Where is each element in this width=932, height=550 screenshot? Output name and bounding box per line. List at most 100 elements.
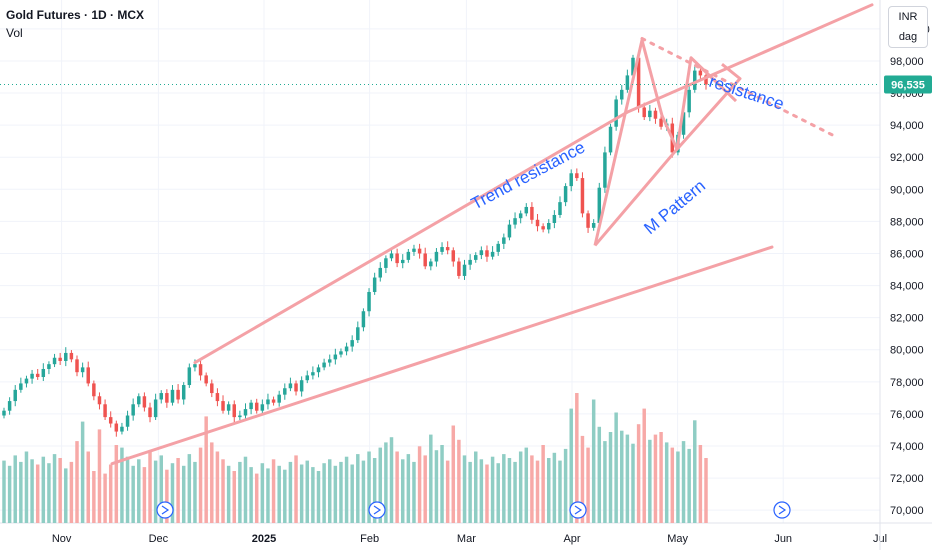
volume-bar [103, 473, 107, 523]
m-pattern-label[interactable]: M Pattern [640, 176, 709, 238]
candle-body [120, 426, 124, 432]
chart-title: Gold Futures · 1D · MCX [6, 8, 144, 22]
event-marker-icon[interactable] [156, 501, 174, 519]
volume-bar [445, 460, 450, 523]
volume-bar [535, 460, 540, 523]
candle-body [356, 327, 360, 341]
volume-bar [30, 459, 34, 523]
volume-bar [120, 447, 124, 523]
y-tick-label: 86,000 [890, 248, 924, 260]
currency-selector[interactable]: INR dag [888, 6, 928, 48]
candle-body [271, 399, 276, 403]
candle-body [52, 357, 57, 365]
volume-bar [563, 448, 568, 523]
volume-bar [271, 459, 276, 523]
volume-bar [249, 467, 253, 523]
volume-bar [636, 424, 641, 523]
volume-bar [434, 450, 439, 523]
volume-bar [681, 441, 686, 523]
volume-bar [254, 473, 259, 523]
candle-body [114, 423, 119, 432]
event-marker-arrow-icon [778, 505, 787, 515]
candle-body [474, 255, 478, 260]
candle-body [75, 359, 79, 373]
candle-body [580, 178, 585, 214]
candle-body [210, 383, 214, 394]
event-marker-icon[interactable] [569, 501, 587, 519]
volume-bar [507, 458, 512, 523]
candle-body [642, 107, 646, 118]
volume-bar [687, 448, 691, 523]
event-marker-arrow-icon [574, 505, 583, 515]
volume-bar [676, 451, 680, 523]
candle-body [176, 389, 180, 400]
volume-bar [7, 465, 12, 523]
volume-bar [462, 455, 467, 523]
candle-body [687, 89, 691, 113]
candle-body [108, 417, 113, 424]
candle-body [299, 380, 304, 392]
volume-bar [524, 447, 529, 523]
volume-bar [24, 451, 29, 523]
y-tick-label: 88,000 [890, 216, 924, 228]
candle-body [58, 357, 62, 361]
candle-body [631, 57, 635, 76]
resistance-label[interactable]: resistance [707, 72, 787, 114]
trend-resistance-line[interactable] [193, 110, 629, 365]
volume-bar [378, 447, 383, 523]
candle-body [603, 152, 607, 188]
candle-body [159, 393, 163, 400]
candle-body [153, 399, 158, 418]
candle-body [591, 222, 596, 228]
volume-bar [187, 454, 192, 523]
volume-bar [80, 421, 85, 523]
volume-bar [226, 465, 231, 523]
volume-bar [513, 461, 517, 523]
m-pattern-lower[interactable] [593, 63, 742, 247]
volume-bar [47, 463, 51, 523]
candle-body [693, 70, 697, 90]
candle-body [479, 250, 484, 256]
volume-bar [198, 447, 203, 523]
lower-trend-line[interactable] [110, 245, 774, 466]
volume-bar [13, 455, 17, 523]
candle-body [198, 364, 203, 376]
event-marker-icon[interactable] [368, 501, 386, 519]
volume-bar [659, 432, 663, 523]
m-pattern-upper[interactable] [593, 38, 738, 246]
volume-bar [210, 442, 214, 523]
trend-resistance-extension[interactable] [625, 3, 874, 114]
volume-bar [316, 471, 321, 523]
candle-body [614, 99, 618, 127]
candle-body [412, 248, 416, 252]
candle-body [170, 389, 175, 403]
volume-bar [266, 468, 270, 523]
last-price-value: 96,535 [891, 79, 925, 91]
volume-bar [176, 458, 180, 523]
volume-bar [2, 460, 6, 523]
volume-bar [294, 455, 298, 523]
volume-bar [631, 443, 635, 523]
last-price-badge [884, 75, 932, 94]
candle-body [698, 70, 703, 76]
candle-body [243, 409, 248, 416]
event-marker-icon[interactable] [773, 501, 791, 519]
candle-body [563, 186, 568, 203]
candle-body [103, 404, 107, 418]
y-tick-label: 82,000 [890, 313, 924, 325]
candle-body [681, 112, 686, 135]
candle-body [468, 259, 472, 265]
candle-body [372, 277, 377, 292]
candle-body [496, 243, 500, 252]
x-tick-label: Mar [457, 533, 476, 545]
volume-bar [423, 455, 427, 523]
volume-bar [299, 464, 304, 523]
candle-body [524, 206, 529, 214]
volume-bar [170, 463, 175, 523]
candle-body [187, 367, 192, 386]
volume-bar [372, 458, 377, 523]
volume-bar [457, 439, 461, 523]
candle-body [148, 407, 152, 418]
candle-body [429, 261, 433, 267]
